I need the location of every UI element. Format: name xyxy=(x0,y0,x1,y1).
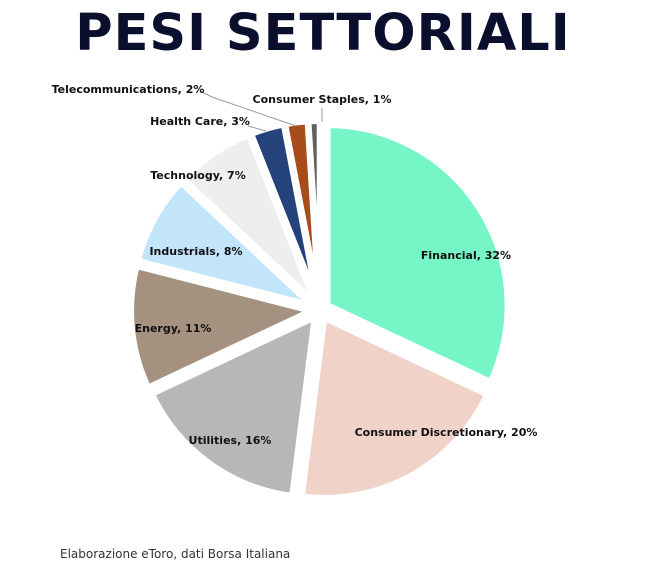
slice-label-technology: Technology, 7% xyxy=(150,169,245,182)
pie-slice-financial xyxy=(324,122,511,386)
pie-slice-energy xyxy=(128,262,320,392)
leader-line-health-care xyxy=(247,125,267,132)
pie-slices xyxy=(128,118,511,501)
leader-lines xyxy=(199,90,323,132)
pie-slice-utilities xyxy=(147,312,319,500)
chart-title: PESI SETTORIALI xyxy=(75,4,571,63)
slice-label-financial: Financial, 32% xyxy=(421,249,511,262)
leader-line-telecommunications xyxy=(199,90,297,127)
slice-label-consumer-discretionary: Consumer Discretionary, 20% xyxy=(355,426,538,439)
slice-label-utilities: Utilities, 16% xyxy=(189,434,272,447)
pie-slice-consumer-discretionary xyxy=(298,313,492,501)
pie-slice-industrials xyxy=(134,178,315,309)
slice-label-telecommunications: Telecommunications, 2% xyxy=(52,83,205,96)
source-note: Elaborazione eToro, dati Borsa Italiana xyxy=(60,547,291,561)
pie-slice-consumer-staples xyxy=(305,118,323,302)
slice-label-industrials: Industrials, 8% xyxy=(149,245,242,258)
slice-label-consumer-staples: Consumer Staples, 1% xyxy=(253,93,392,106)
slice-label-energy: Energy, 11% xyxy=(135,322,212,335)
slice-label-health-care: Health Care, 3% xyxy=(150,115,250,128)
slice-labels: Financial, 32% Consumer Discretionary, 20… xyxy=(52,83,538,447)
